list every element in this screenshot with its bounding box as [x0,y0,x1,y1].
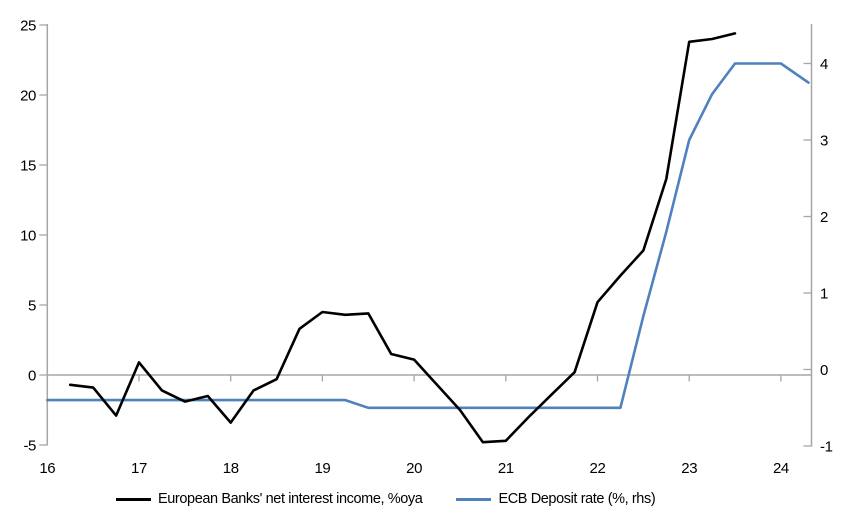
x-axis-tick-label: 20 [406,460,422,477]
x-axis-tick-label: 16 [39,460,55,477]
series-line-ecb-deposit-rate [45,62,810,410]
x-axis-tick-label: 24 [773,460,789,477]
legend-label-net-interest-income: European Banks' net interest income, %oy… [158,491,423,507]
left-axis-tick-label: 15 [20,158,36,175]
legend-line-swatch-blue [456,497,492,501]
x-axis-tick-label: 18 [223,460,239,477]
right-axis-tick-label: 1 [820,286,828,303]
legend: European Banks' net interest income, %oy… [116,491,656,507]
left-axis-tick-label: 10 [20,228,36,245]
x-axis-tick-label: 17 [131,460,147,477]
left-axis-tick-label: -5 [23,438,36,455]
legend-item-net-interest-income: European Banks' net interest income, %oy… [116,491,423,507]
legend-line-swatch-black [116,497,151,501]
left-axis-tick-label: 5 [28,298,36,315]
right-axis-tick-label: 2 [820,209,828,226]
right-axis-tick-label: 4 [820,56,828,73]
x-axis-tick-label: 22 [590,460,606,477]
legend-label-ecb-deposit-rate: ECB Deposit rate (%, rhs) [498,491,656,507]
legend-item-ecb-deposit-rate: ECB Deposit rate (%, rhs) [456,491,656,507]
right-axis-tick-label: 0 [820,362,828,379]
x-axis-tick-label: 23 [681,460,697,477]
left-axis-tick-label: 0 [28,368,36,385]
left-axis-tick-label: 25 [20,18,36,35]
x-axis-tick-label: 21 [498,460,514,477]
right-axis-tick-label: 3 [820,133,828,150]
right-axis-tick-label: -1 [820,439,833,456]
left-axis-tick-label: 20 [20,88,36,105]
series-line-net-interest-income [68,32,737,444]
x-axis-tick-label: 19 [314,460,330,477]
